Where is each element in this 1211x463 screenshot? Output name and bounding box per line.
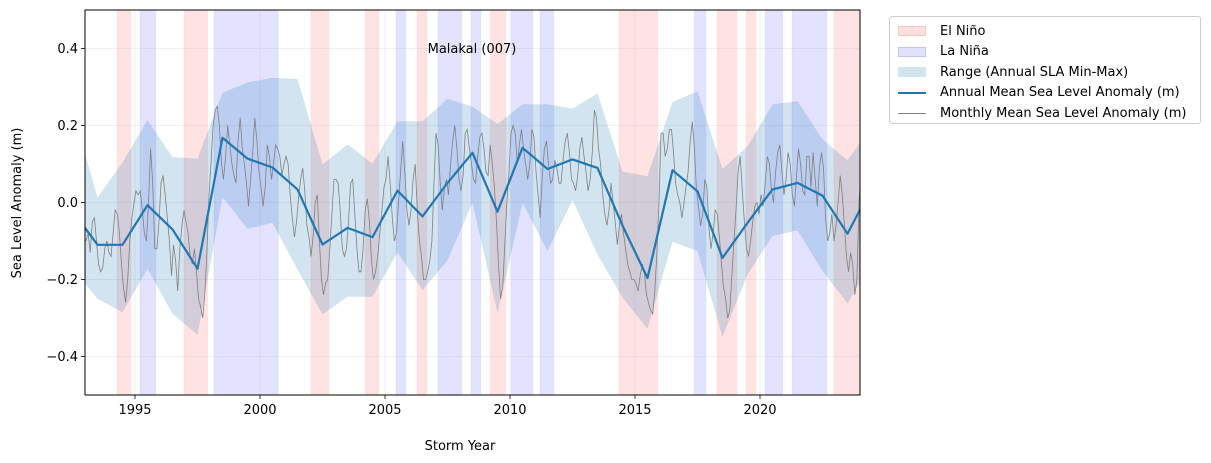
annual-line-swatch-icon — [898, 91, 926, 94]
la-nina-swatch-icon — [898, 46, 926, 57]
legend-label: Range (Annual SLA Min-Max) — [940, 64, 1129, 80]
el-nino-band — [745, 10, 757, 395]
la-nina-band — [510, 10, 534, 395]
legend-label: La Niña — [940, 44, 989, 60]
la-nina-band — [539, 10, 555, 395]
enso-periods — [116, 10, 860, 395]
monthly-line-layer — [85, 105, 860, 319]
la-nina-band — [470, 10, 482, 395]
x-axis: 1995 2000 2005 2010 2015 2020 — [118, 395, 777, 418]
la-nina-band — [395, 10, 407, 395]
el-nino-band — [489, 10, 507, 395]
el-nino-band — [183, 10, 208, 395]
legend-label: Annual Mean Sea Level Anomaly (m) — [940, 85, 1180, 101]
chart-title: Malakal (007) — [428, 42, 517, 57]
y-tick-label: 0.0 — [57, 196, 78, 211]
el-nino-band — [618, 10, 659, 395]
y-axis: −0.4 −0.2 0.0 0.2 0.4 — [46, 42, 85, 365]
x-axis-label: Storm Year — [425, 439, 496, 454]
x-tick-label: 1995 — [118, 403, 151, 418]
range-band — [85, 77, 860, 337]
legend-item-annual: Annual Mean Sea Level Anomaly (m) — [898, 83, 1192, 104]
y-tick-label: −0.2 — [46, 273, 78, 288]
la-nina-band — [437, 10, 463, 395]
annual-mean-line — [85, 136, 860, 280]
monthly-mean-line — [85, 105, 860, 319]
x-tick-label: 2015 — [618, 403, 651, 418]
y-tick-label: 0.4 — [57, 42, 78, 57]
legend-item-la-nina: La Niña — [898, 42, 1192, 63]
annual-line-layer — [85, 136, 860, 280]
la-nina-band — [693, 10, 707, 395]
x-tick-label: 2020 — [743, 403, 776, 418]
la-nina-band — [791, 10, 828, 395]
x-tick-label: 2005 — [368, 403, 401, 418]
la-nina-band — [213, 10, 279, 395]
monthly-line-swatch-icon — [898, 112, 926, 114]
legend-item-range: Range (Annual SLA Min-Max) — [898, 62, 1192, 83]
range-band-layer — [85, 77, 860, 337]
legend-item-el-nino: El Niño — [898, 21, 1192, 42]
la-nina-band — [139, 10, 157, 395]
el-nino-band — [116, 10, 132, 395]
legend: El Niño La Niña Range (Annual SLA Min-Ma… — [889, 16, 1201, 124]
el-nino-band — [364, 10, 380, 395]
la-nina-band — [764, 10, 784, 395]
range-swatch-icon — [898, 67, 926, 78]
y-axis-label: Sea Level Anomaly (m) — [10, 128, 25, 279]
el-nino-swatch-icon — [898, 26, 926, 37]
legend-label: El Niño — [940, 23, 986, 39]
x-tick-label: 2000 — [243, 403, 276, 418]
x-tick-label: 2010 — [493, 403, 526, 418]
el-nino-band — [310, 10, 330, 395]
y-tick-label: 0.2 — [57, 119, 78, 134]
y-tick-label: −0.4 — [46, 350, 78, 365]
legend-item-monthly: Monthly Mean Sea Level Anomaly (m) — [898, 103, 1192, 124]
legend-label: Monthly Mean Sea Level Anomaly (m) — [940, 105, 1187, 121]
